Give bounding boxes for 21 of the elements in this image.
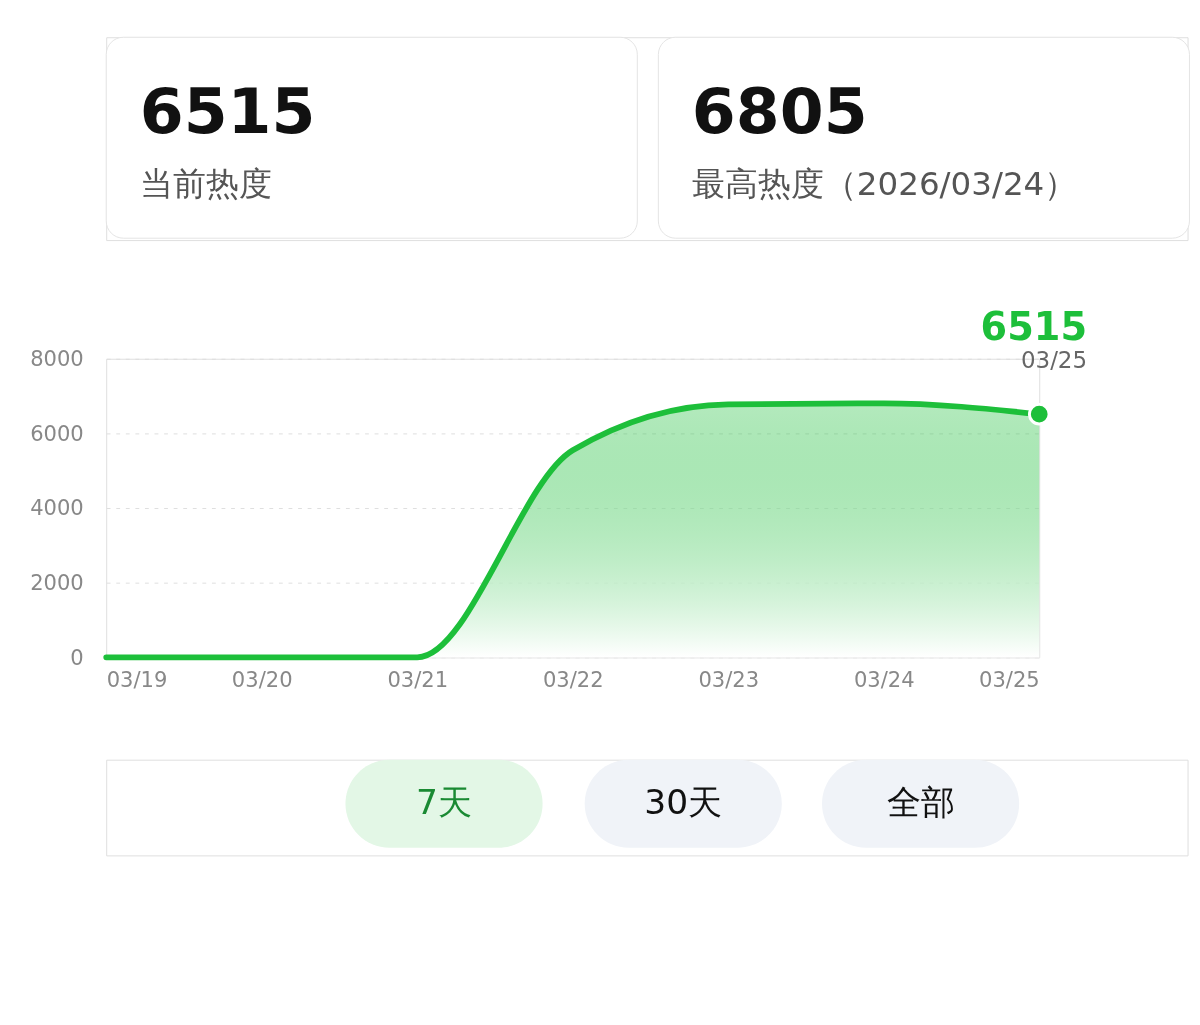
data-label: 6515 [980, 303, 1088, 349]
x-tick-label: 03/22 [542, 667, 604, 693]
text: 全部 [886, 782, 955, 823]
annotation: 03/25 [1020, 347, 1088, 374]
x-tick-label: 03/20 [231, 667, 293, 693]
text: 7天 [416, 782, 472, 823]
x-tick-label: 03/25 [979, 667, 1040, 693]
y-tick-label: 4000 [30, 495, 84, 521]
text: 当前热度 [139, 165, 272, 204]
text: 30天 [644, 782, 723, 823]
x-tick-label: 03/23 [698, 667, 760, 693]
y-tick-label: 6000 [30, 420, 84, 446]
y-tick-label: 0 [70, 644, 84, 670]
x-tick-label: 03/19 [106, 667, 168, 693]
text: 6515 [139, 73, 316, 148]
text: 6805 [691, 73, 868, 148]
y-tick-label: 8000 [30, 345, 84, 371]
text: 最高热度（2026/03/24） [691, 165, 1078, 204]
y-tick-label: 2000 [30, 569, 84, 595]
x-tick-label: 03/21 [387, 667, 449, 693]
x-tick-label: 03/24 [853, 667, 915, 693]
